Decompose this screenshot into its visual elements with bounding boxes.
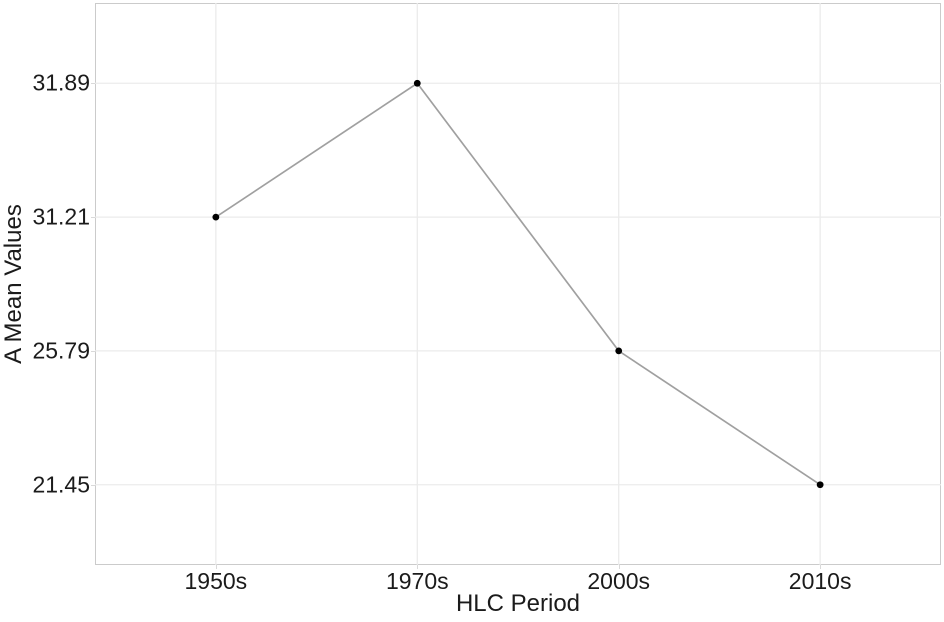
y-axis-title: A Mean Values <box>0 204 27 364</box>
x-tick-mark <box>820 565 822 569</box>
series-line <box>215 82 821 486</box>
x-axis-title: HLC Period <box>455 590 581 617</box>
x-tick-mark <box>618 565 620 569</box>
data-point <box>816 481 824 489</box>
y-tick-label: 31.89 <box>32 69 90 96</box>
data-point <box>615 347 623 355</box>
x-tick-label: 2010s <box>788 568 852 594</box>
y-tick-label: 31.21 <box>32 203 90 230</box>
data-point <box>413 79 421 87</box>
y-tick-mark <box>91 83 95 85</box>
x-tick-mark <box>417 565 419 569</box>
y-tick-mark <box>91 217 95 219</box>
x-tick-label: 1970s <box>385 568 449 594</box>
x-tick-mark <box>215 565 217 569</box>
x-tick-label: 2000s <box>587 568 651 594</box>
y-tick-label: 21.45 <box>32 471 90 498</box>
plot-panel <box>95 3 941 565</box>
y-tick-mark <box>91 484 95 486</box>
data-point <box>212 213 220 221</box>
plot-area-svg <box>95 3 941 565</box>
x-tick-label: 1950s <box>184 568 248 594</box>
y-tick-label: 25.79 <box>32 337 90 364</box>
y-tick-mark <box>91 350 95 352</box>
